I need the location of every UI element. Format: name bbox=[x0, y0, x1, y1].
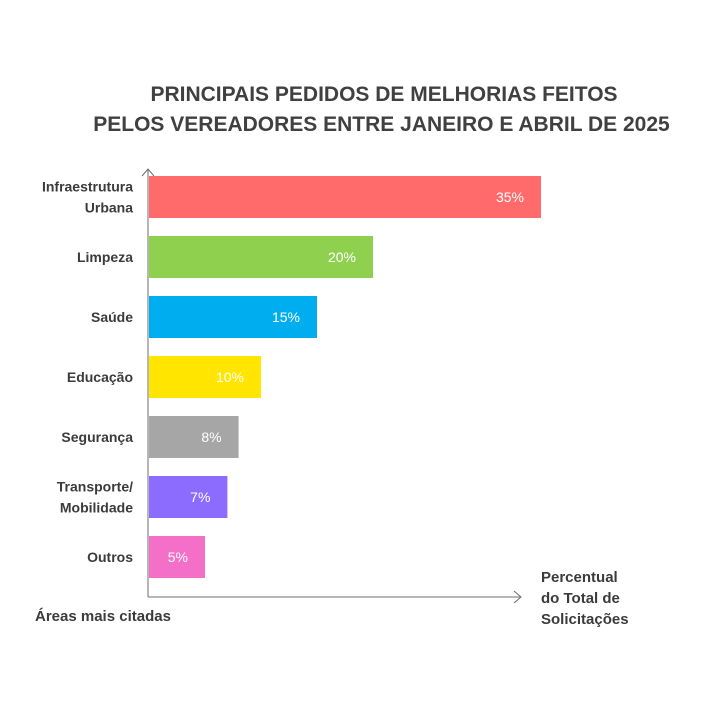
category-label-educacao: Educação bbox=[67, 369, 133, 385]
bar-outros bbox=[149, 536, 205, 578]
value-label-outros: 5% bbox=[168, 549, 188, 565]
category-label-limpeza: Limpeza bbox=[77, 249, 133, 265]
chart-title-line-2: PELOS VEREADORES ENTRE JANEIRO E ABRIL D… bbox=[93, 113, 670, 136]
category-label-infraestrutura-urbana-line-2: Urbana bbox=[85, 200, 133, 216]
value-label-saude: 15% bbox=[272, 309, 300, 325]
y-axis-title: Áreas mais citadas bbox=[35, 608, 171, 625]
category-label-transporte-mobilidade-line-1: Transporte/ bbox=[57, 479, 133, 495]
category-label-seguranca: Segurança bbox=[61, 429, 133, 445]
category-label-transporte-mobilidade-line-2: Mobilidade bbox=[60, 500, 133, 516]
x-axis-arrow-icon bbox=[513, 590, 522, 604]
x-axis-title-line-2: do Total de bbox=[541, 590, 620, 607]
y-axis-arrow-icon bbox=[141, 168, 155, 177]
axes-layer bbox=[141, 168, 522, 604]
value-label-limpeza: 20% bbox=[328, 249, 356, 265]
bar-infraestrutura-urbana bbox=[149, 176, 541, 218]
value-label-transporte-mobilidade: 7% bbox=[190, 489, 210, 505]
value-label-seguranca: 8% bbox=[201, 429, 221, 445]
value-label-educacao: 10% bbox=[216, 369, 244, 385]
bar-seguranca bbox=[149, 416, 239, 458]
category-label-infraestrutura-urbana-line-1: Infraestrutura bbox=[42, 179, 133, 195]
x-axis-title: Percentual do Total de Solicitações bbox=[541, 569, 629, 628]
x-axis-title-line-1: Percentual bbox=[541, 569, 618, 586]
chart-title-line-1: PRINCIPAIS PEDIDOS DE MELHORIAS FEITOS bbox=[150, 83, 618, 106]
category-label-outros: Outros bbox=[87, 549, 133, 565]
bar-saude bbox=[149, 296, 317, 338]
chart-title: PRINCIPAIS PEDIDOS DE MELHORIAS FEITOS P… bbox=[0, 80, 713, 140]
bar-educacao bbox=[149, 356, 261, 398]
bar-limpeza bbox=[149, 236, 373, 278]
x-axis-title-line-3: Solicitações bbox=[541, 611, 629, 628]
bar-transporte-mobilidade bbox=[149, 476, 228, 518]
category-label-saude: Saúde bbox=[91, 309, 133, 325]
value-label-infraestrutura-urbana: 35% bbox=[496, 189, 524, 205]
bars-layer: 35% Infraestrutura Urbana 20% Limpeza 15% Saúd… bbox=[42, 176, 541, 578]
